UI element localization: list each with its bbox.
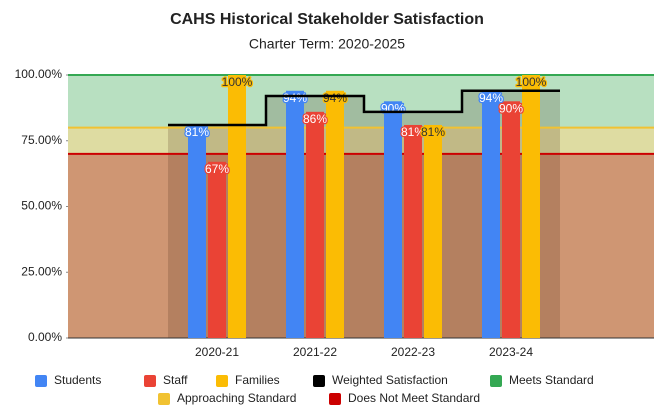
legend-label: Families [235, 373, 280, 387]
legend-label: Staff [163, 373, 188, 387]
weighted-line [168, 89, 560, 127]
legend-swatch [329, 393, 341, 405]
data-label: 81% [421, 125, 445, 139]
bar [522, 75, 540, 338]
legend-swatch [216, 375, 228, 387]
y-tick-label: 50.00% [21, 199, 62, 213]
legend-swatch [158, 393, 170, 405]
x-tick-label: 2023-24 [489, 345, 533, 359]
data-label: 100% [516, 75, 547, 89]
y-tick-label: 100.00% [15, 67, 63, 81]
bar [228, 75, 246, 338]
y-tick-label: 25.00% [21, 264, 62, 278]
bar [404, 124, 422, 338]
legend-label: Does Not Meet Standard [348, 391, 480, 405]
data-label: 90% [499, 101, 523, 115]
data-label: 94% [479, 91, 503, 105]
legend-label: Meets Standard [509, 373, 594, 387]
data-label: 94% [283, 91, 307, 105]
data-label: 86% [303, 112, 327, 126]
y-tick-label: 75.00% [21, 133, 62, 147]
bar [384, 101, 402, 338]
legend-label: Students [54, 373, 101, 387]
legend-label: Weighted Satisfaction [332, 373, 448, 387]
data-label: 90% [381, 101, 405, 115]
legend-swatch [144, 375, 156, 387]
bar [326, 90, 344, 338]
bar [482, 90, 500, 338]
bar [188, 124, 206, 338]
bar [286, 90, 304, 338]
data-label: 94% [323, 91, 347, 105]
data-label: 81% [401, 125, 425, 139]
data-label: 67% [205, 162, 229, 176]
legend-swatch [490, 375, 502, 387]
chart-title: CAHS Historical Stakeholder Satisfaction [170, 11, 484, 28]
legend-swatch [313, 375, 325, 387]
bar [208, 161, 226, 338]
bar [306, 111, 324, 338]
x-tick-label: 2022-23 [391, 345, 435, 359]
data-label: 81% [185, 125, 209, 139]
x-tick-label: 2021-22 [293, 345, 337, 359]
chart-subtitle: Charter Term: 2020-2025 [249, 36, 405, 52]
legend-label: Approaching Standard [177, 391, 296, 405]
x-tick-label: 2020-21 [195, 345, 239, 359]
data-label: 100% [222, 75, 253, 89]
bar [424, 124, 442, 338]
legend-swatch [35, 375, 47, 387]
y-tick-label: 0.00% [28, 330, 62, 344]
bar [502, 101, 520, 338]
